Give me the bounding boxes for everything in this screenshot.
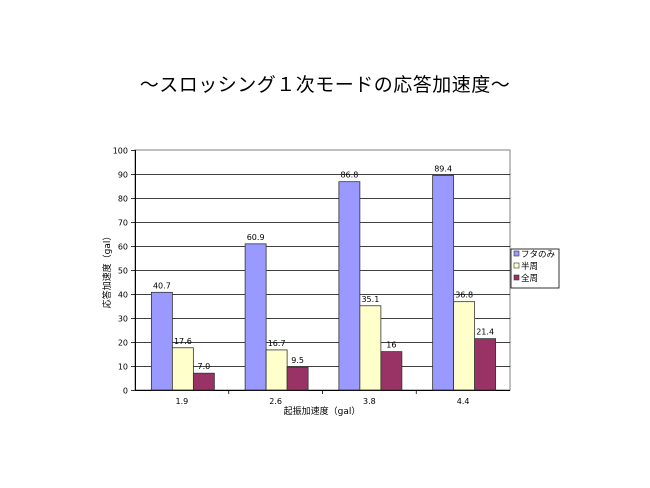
y-tick-label: 50 [118,267,128,276]
data-label: 35.1 [361,295,379,304]
y-tick-label: 90 [118,171,128,180]
chart-title: ～スロッシング１次モードの応答加速度～ [139,74,511,96]
x-tick-label: 1.9 [176,397,189,406]
y-tick-label: 20 [118,339,128,348]
y-tick-label: 0 [123,387,128,396]
bar [380,351,403,391]
bar [453,301,476,391]
data-label: 9.5 [291,356,304,365]
y-tick-label: 60 [118,243,128,252]
y-tick-label: 80 [118,195,128,204]
plot-area: 0 10 20 30 40 50 60 70 80 90 100 40.7 17.6 7.0 1.9 60.9… [113,147,511,406]
legend-label: 全周 [521,273,538,284]
data-label: 17.6 [174,337,192,346]
legend-label: 半周 [521,261,538,272]
data-label: 16 [386,341,396,350]
legend-swatch [513,262,520,269]
x-tick-label: 2.6 [269,397,282,406]
data-label: 40.7 [153,281,171,290]
data-label: 16.7 [268,339,286,348]
x-axis-label: 起振加速度（gal） [284,405,361,417]
bar [150,291,173,391]
data-label: 7.0 [198,362,211,371]
y-tick-label: 40 [118,291,128,300]
bar [338,181,361,391]
bar [432,175,455,391]
x-tick-label: 3.8 [363,397,376,406]
x-tick-label: 4.4 [457,397,470,406]
bar [244,243,267,391]
bar [192,372,215,391]
data-label: 89.4 [434,164,452,173]
legend-label: フタのみ [521,250,556,260]
legend-swatch [513,274,520,281]
y-tick-label: 100 [113,147,128,156]
bar [171,347,194,391]
legend-swatch [513,250,520,257]
data-label: 86.8 [340,171,358,180]
y-axis-label: 応答加速度（gal） [101,232,113,309]
bar [359,305,382,391]
bar [265,349,288,391]
bar [286,366,309,391]
bar [474,338,497,391]
y-tick-label: 70 [118,219,128,228]
data-label: 60.9 [247,233,265,242]
y-tick-label: 10 [118,363,128,372]
y-tick-label: 30 [118,315,128,324]
data-label: 21.4 [476,328,494,337]
data-label: 36.8 [455,291,473,300]
